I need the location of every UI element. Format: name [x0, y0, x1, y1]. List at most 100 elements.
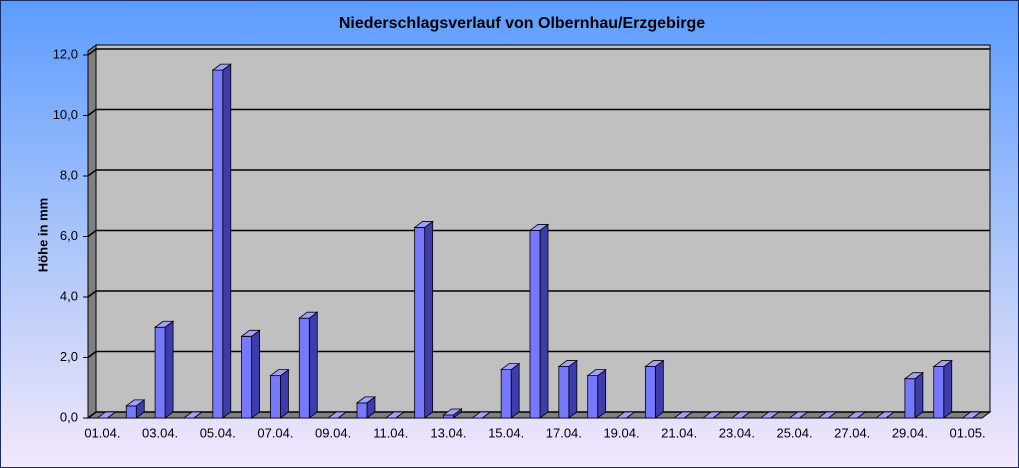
bar-side [251, 329, 261, 419]
bar-front [500, 369, 512, 419]
bar-side [424, 220, 434, 419]
bar-top [644, 360, 665, 367]
bar [182, 411, 204, 419]
bar-top [615, 411, 636, 419]
bar-front [558, 366, 570, 419]
bar-front [933, 366, 945, 419]
bar [211, 63, 232, 419]
grid-line [87, 229, 990, 238]
bar [96, 411, 117, 419]
bar-top [817, 411, 838, 419]
bar [298, 311, 319, 419]
bar-top [874, 411, 896, 419]
y-tick-label: 6,0 [60, 228, 78, 243]
bar-top [355, 396, 377, 404]
x-tick-label: 11.04. [373, 425, 408, 440]
x-tick-label: 07.04. [257, 425, 293, 440]
bar [672, 411, 694, 419]
bar-top [442, 408, 463, 416]
bar-front [443, 414, 454, 419]
bar-side [510, 362, 520, 419]
bar-top [730, 411, 752, 419]
bar-top [701, 411, 723, 419]
bar [961, 411, 982, 419]
bar-side [654, 359, 664, 419]
bar [615, 411, 636, 419]
x-tick-label: 21.04. [661, 425, 697, 440]
y-tick-label: 2,0 [60, 349, 78, 364]
bar-top [471, 411, 492, 419]
x-tick-label: 01.05. [950, 425, 986, 440]
bar-front [529, 230, 541, 419]
x-tick-label: 17.04. [546, 425, 582, 440]
bar-top [932, 360, 953, 367]
x-tick-label: 05.04. [200, 425, 236, 440]
grid-line [87, 108, 990, 117]
x-tick-label: 27.04. [834, 425, 870, 440]
chart-title: Niederschlagsverlauf von Olbernhau/Erzge… [339, 15, 705, 32]
bar-front [154, 326, 166, 419]
bar-top [759, 411, 780, 419]
bar [817, 411, 838, 419]
bar [557, 359, 579, 419]
bar-top [528, 224, 550, 231]
grid-line [87, 169, 990, 177]
bar [125, 399, 146, 419]
grid-line [87, 350, 990, 359]
bar [384, 411, 406, 419]
bar-top [384, 411, 406, 419]
bar-front [298, 317, 310, 419]
y-tick-label: 4,0 [60, 288, 78, 303]
x-tick-label: 19.04. [603, 425, 639, 440]
bar-top [413, 221, 434, 228]
x-tick-label: 01.04. [84, 425, 120, 440]
x-tick-label: 15.04. [488, 425, 524, 440]
bar-front [241, 335, 253, 419]
bar [153, 320, 175, 419]
bar [413, 220, 434, 419]
bar-top [586, 369, 607, 377]
bar-front [125, 405, 137, 419]
bar-front [904, 378, 916, 419]
x-tick-label: 09.04. [315, 425, 351, 440]
y-tick-label: 8,0 [60, 167, 78, 182]
bar [586, 368, 607, 419]
bar [903, 371, 925, 419]
bar-top [672, 411, 694, 419]
bar-top [211, 63, 232, 71]
bar [846, 411, 867, 419]
y-tick-label: 12,0 [53, 46, 78, 61]
bar [355, 396, 377, 419]
bar-top [269, 369, 290, 377]
bar [788, 411, 809, 419]
bar-top [298, 311, 319, 319]
bar [499, 362, 521, 419]
bar-top [846, 411, 867, 419]
bar [932, 359, 953, 419]
grid-line [87, 48, 990, 56]
bar-top [326, 411, 348, 419]
bar-top [240, 329, 261, 337]
bar-front [414, 227, 426, 419]
bar-top [153, 320, 175, 328]
y-tick-label: 0,0 [60, 409, 78, 424]
bar [701, 411, 723, 419]
bar-top [182, 411, 204, 419]
bar [759, 411, 780, 419]
bar [528, 223, 550, 419]
bar-side [568, 359, 578, 419]
bar-front [356, 402, 368, 419]
x-tick-label: 25.04. [776, 425, 812, 440]
x-tick-label: 13.04. [430, 425, 466, 440]
bar-top [961, 411, 982, 419]
bar-side [164, 320, 174, 419]
y-tick-label: 10,0 [53, 107, 78, 122]
bar-side [597, 368, 607, 419]
bar-side [914, 371, 924, 419]
bar [644, 359, 665, 419]
bar-top [788, 411, 809, 419]
bar-side [222, 63, 232, 419]
bar-front [212, 69, 224, 419]
bar-side [539, 223, 549, 419]
